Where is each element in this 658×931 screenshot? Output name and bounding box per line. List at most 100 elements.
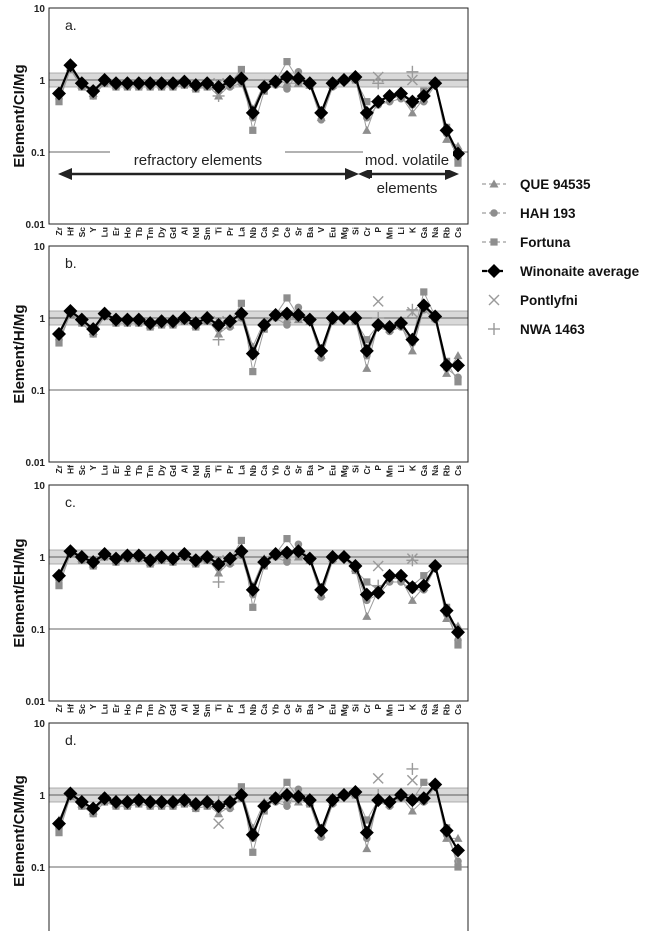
- x-tick-label: Y: [88, 227, 98, 233]
- y-axis-label: Element/EH/Mg: [11, 538, 28, 647]
- data-point: [86, 801, 101, 816]
- data-point: [291, 308, 306, 323]
- x-tick-label: Ga: [419, 227, 429, 239]
- legend-item: HAH 193: [482, 206, 576, 221]
- data-point: [223, 794, 237, 809]
- data-point: [166, 76, 180, 91]
- data-point: [211, 556, 226, 571]
- data-point: [268, 547, 283, 562]
- data-point: [348, 785, 363, 800]
- x-tick-label: Eu: [328, 465, 338, 476]
- x-tick-label: Ba: [305, 227, 315, 238]
- x-tick-label: Er: [111, 703, 121, 713]
- data-point: [245, 827, 260, 842]
- x-tick-label: Na: [430, 227, 440, 238]
- data-point: [74, 794, 89, 809]
- data-point: [337, 788, 351, 802]
- data-point: [283, 802, 291, 810]
- data-point: [405, 793, 420, 808]
- x-tick-label: Pr: [225, 226, 235, 236]
- data-point: [249, 368, 257, 376]
- data-point: [302, 76, 317, 91]
- x-tick-label: Ho: [122, 704, 132, 715]
- data-point: [280, 788, 294, 802]
- plot-frame: [48, 245, 469, 463]
- data-point: [283, 85, 291, 93]
- x-tick-label: Rb: [442, 465, 452, 476]
- data-point: [234, 544, 249, 559]
- x-tick-label: Sc: [77, 227, 87, 238]
- x-tick-label: Nb: [248, 465, 258, 476]
- data-point: [86, 84, 101, 99]
- data-point: [131, 76, 146, 91]
- data-point: [166, 794, 180, 809]
- data-point: [237, 536, 245, 545]
- x-tick-label: Tb: [134, 227, 144, 237]
- data-point: [359, 587, 374, 602]
- data-point: [439, 823, 454, 838]
- data-point: [237, 783, 245, 791]
- data-point: [86, 555, 101, 570]
- data-point: [420, 288, 428, 296]
- legend-item: QUE 94535: [482, 177, 591, 192]
- data-point: [406, 774, 418, 786]
- data-point: [234, 71, 249, 86]
- data-point: [428, 777, 443, 792]
- data-point: [406, 762, 419, 775]
- data-point: [283, 321, 291, 329]
- plot-frame: [48, 722, 469, 931]
- x-tick-label: Tb: [134, 704, 144, 714]
- data-point: [405, 94, 420, 109]
- data-point: [52, 86, 66, 101]
- x-tick-label: Sm: [202, 227, 212, 241]
- data-point: [214, 568, 224, 577]
- x-tick-label: Pr: [225, 464, 235, 474]
- data-point: [55, 582, 63, 590]
- data-point: [363, 336, 371, 344]
- panel-3: 0.01 0.1 1 10 c. Element/EH/Mg Zr Hf Sc Y Lu Er Ho Tb…: [11, 481, 469, 717]
- data-point: [120, 794, 135, 809]
- x-tick-label: P: [373, 227, 383, 233]
- data-point: [348, 70, 363, 85]
- x-tick-label: K: [407, 226, 417, 233]
- x-tick-label: Cr: [362, 226, 372, 236]
- data-point: [200, 550, 215, 564]
- data-point: [223, 551, 237, 566]
- data-point: [97, 73, 112, 87]
- data-point: [416, 88, 431, 103]
- y-tick-label: 0.01: [26, 220, 46, 231]
- legend: QUE 94535 HAH 193 Fortuna Winonaite average…: [482, 177, 640, 337]
- x-tick-label: Yb: [271, 465, 281, 476]
- x-tick-label: Cs: [453, 227, 463, 238]
- panel-label: d.: [65, 732, 77, 748]
- data-point: [359, 825, 374, 840]
- x-tick-label: Ga: [419, 704, 429, 716]
- data-point: [154, 550, 169, 564]
- x-tick-label: Mg: [339, 465, 349, 477]
- x-tick-label: Ba: [305, 704, 315, 715]
- data-point: [74, 550, 89, 564]
- x-tick-label: Ce: [282, 704, 292, 715]
- data-point: [294, 785, 303, 794]
- x-tick-label: V: [316, 227, 326, 233]
- x-tick-label: Mn: [385, 704, 395, 716]
- y-tick-label: 1: [39, 76, 45, 87]
- data-point: [280, 545, 294, 560]
- data-point: [325, 311, 340, 325]
- data-point: [454, 159, 462, 167]
- x-tick-label: Gd: [168, 465, 178, 477]
- x-tick-label: Sr: [293, 703, 303, 713]
- data-point: [257, 317, 272, 332]
- x-tick-label: La: [236, 465, 246, 475]
- data-point: [268, 74, 283, 89]
- data-point: [86, 322, 101, 337]
- data-point: [406, 554, 419, 567]
- x-tick-label: Ba: [305, 465, 315, 476]
- data-point: [52, 568, 66, 583]
- data-point: [428, 76, 443, 91]
- data-point: [363, 816, 371, 824]
- data-point: [372, 560, 384, 572]
- data-point: [97, 306, 112, 321]
- data-point: [314, 582, 329, 597]
- data-point: [439, 358, 454, 373]
